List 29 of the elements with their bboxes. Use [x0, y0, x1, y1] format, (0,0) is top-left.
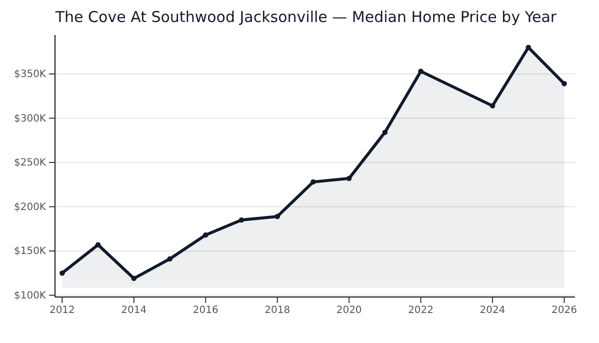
point [131, 276, 137, 282]
x-tick-label: 2022 [408, 305, 434, 316]
y-tick-label: $300K [14, 113, 46, 124]
point [274, 214, 280, 220]
x-tick-label: 2020 [336, 305, 362, 316]
point [202, 232, 208, 238]
y-tick-label: $100K [14, 290, 46, 302]
point [418, 68, 424, 74]
point [95, 242, 101, 248]
point [382, 130, 388, 136]
point [490, 103, 496, 108]
x-tick-label: 2026 [552, 305, 577, 316]
point [526, 44, 532, 50]
point [167, 256, 172, 262]
x-tick-label: 2014 [121, 305, 147, 316]
y-tick-label: $150K [14, 246, 46, 258]
x-tick-label: 2012 [49, 305, 75, 316]
x-tick-label: 2024 [480, 305, 506, 316]
x-tick-label: 2018 [264, 305, 290, 316]
y-tick-label: $200K [14, 202, 46, 213]
chart-title: The Cove At Southwood Jacksonville — Median Home Price by Year [54, 8, 558, 26]
point [310, 179, 316, 185]
y-tick-label: $350K [14, 69, 46, 80]
x-tick-label: 2016 [192, 305, 218, 316]
point [60, 270, 65, 276]
point [238, 217, 244, 223]
y-tick-label: $250K [14, 158, 46, 169]
point [562, 81, 567, 86]
point [346, 176, 352, 182]
